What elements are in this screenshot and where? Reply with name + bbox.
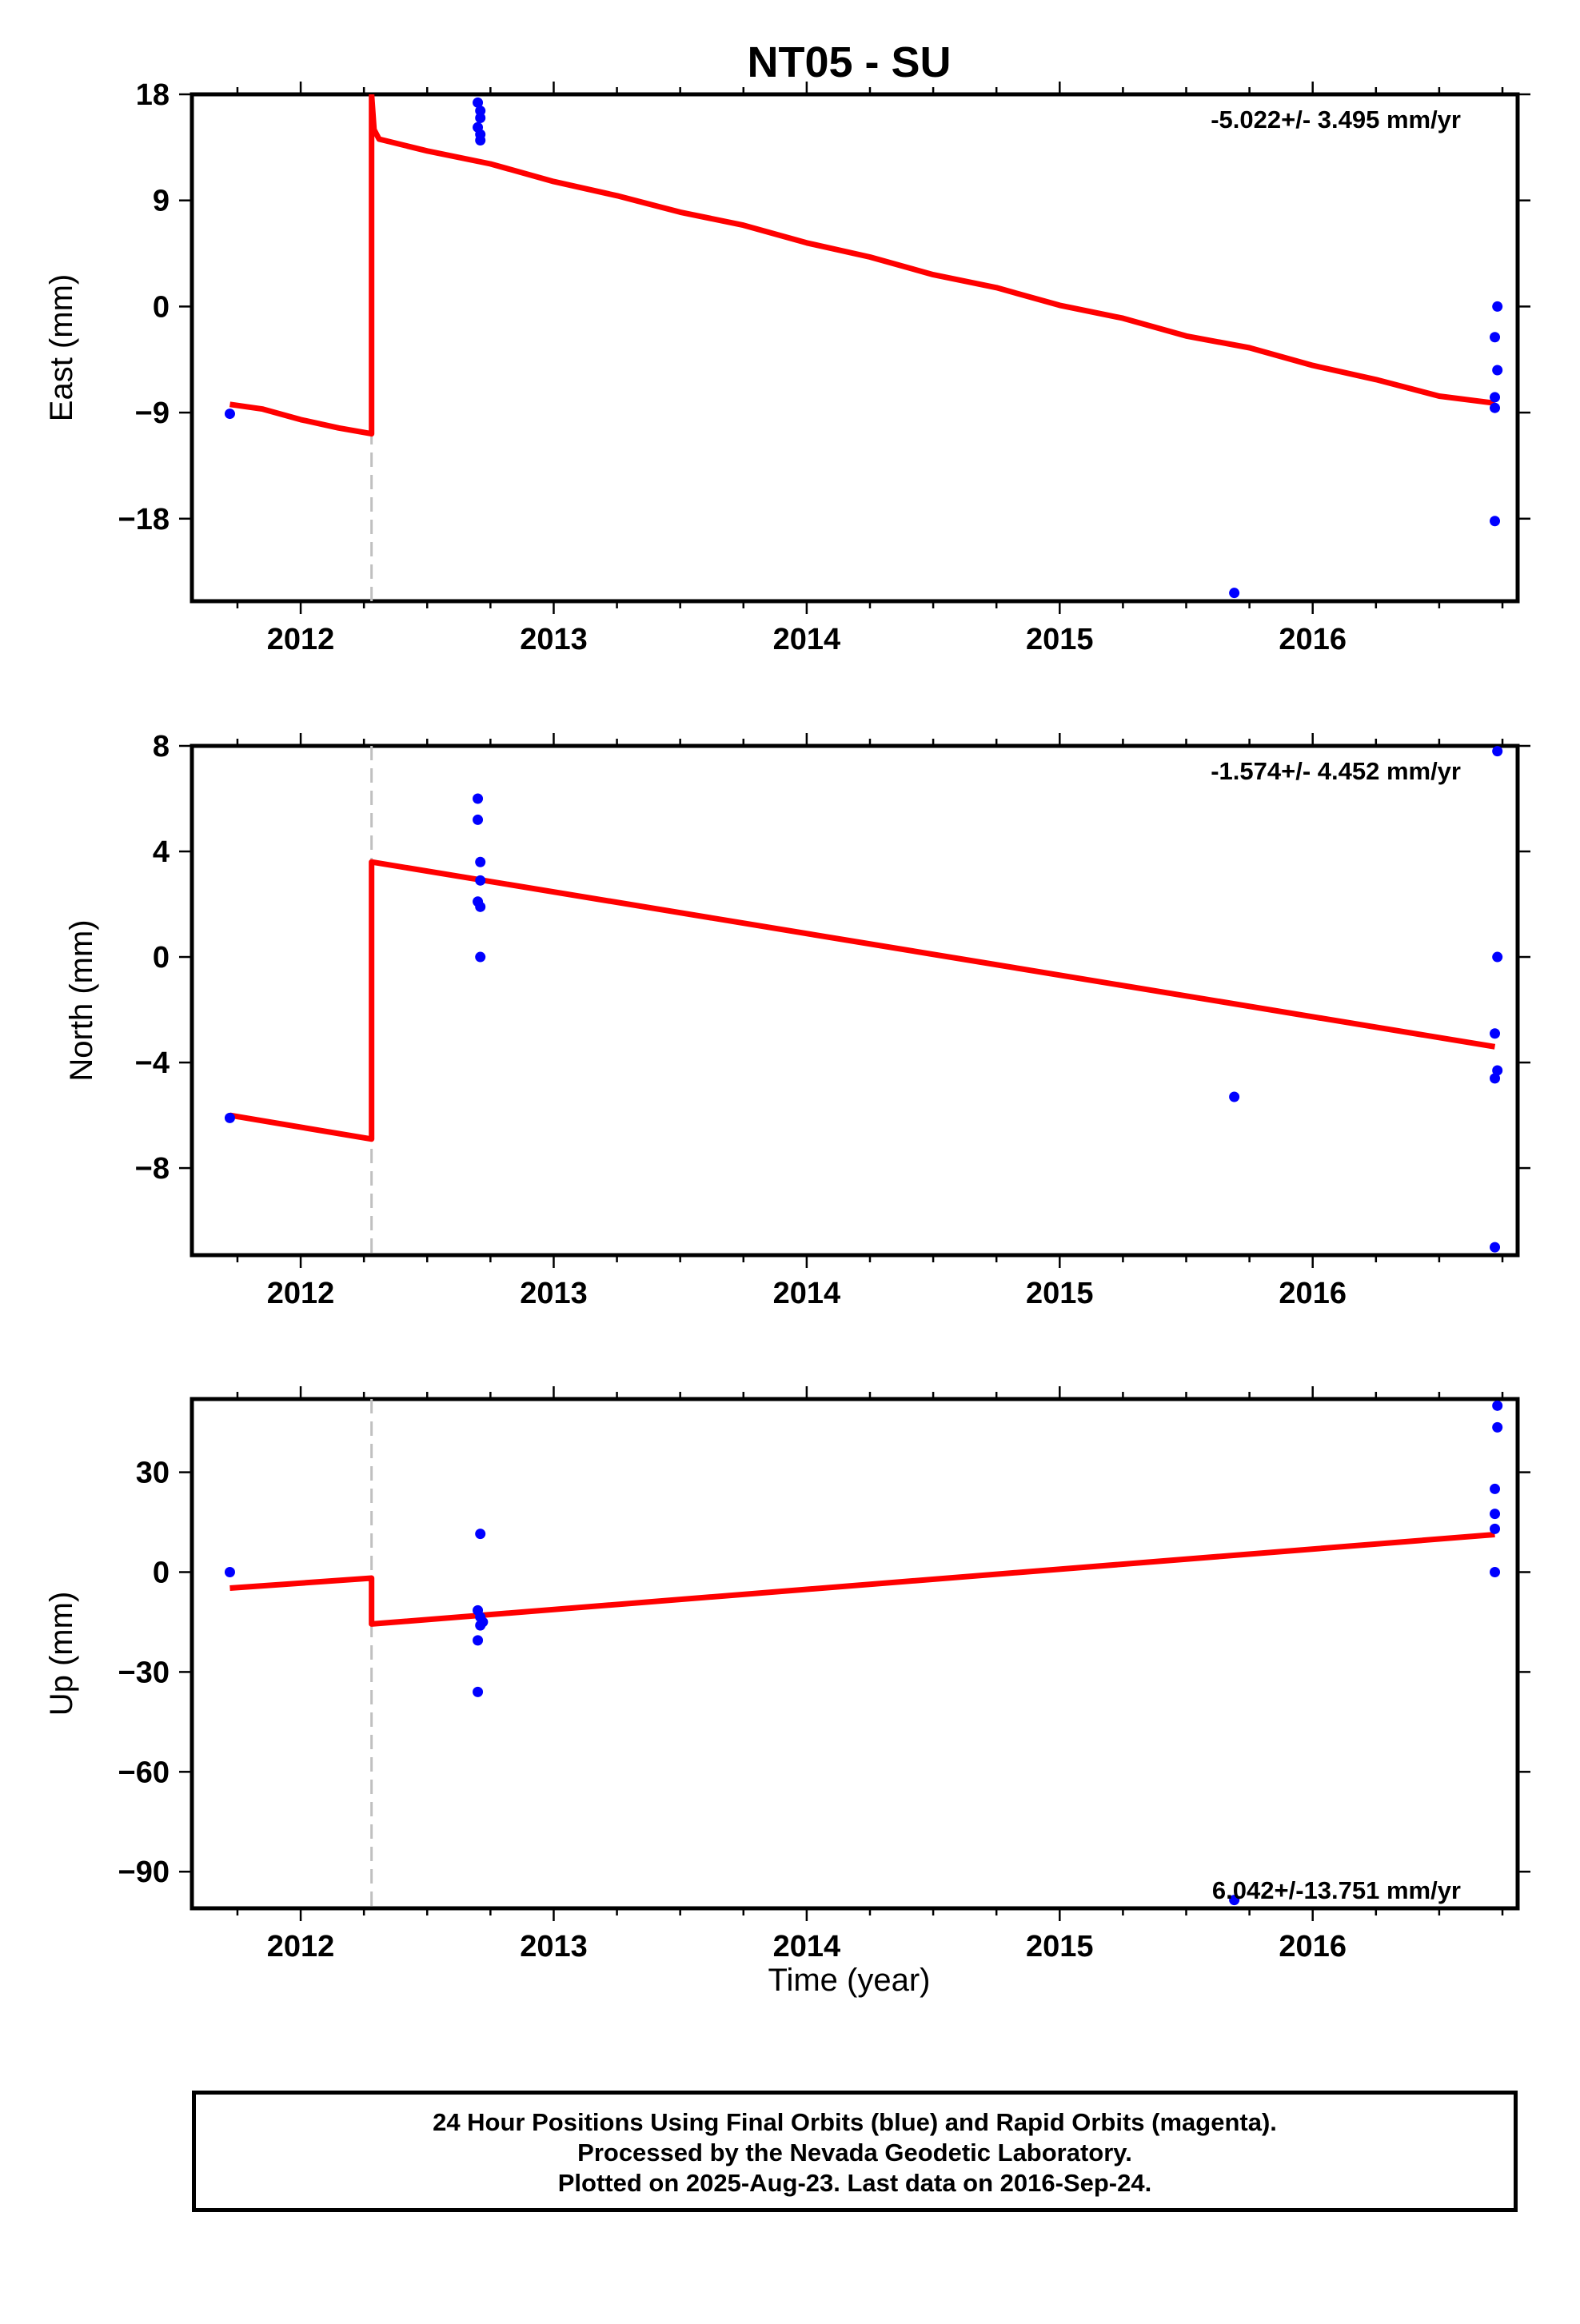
data-point <box>1490 1566 1501 1577</box>
data-point <box>1492 951 1503 963</box>
data-point <box>475 135 486 146</box>
rate-label: -5.022+/- 3.495 mm/yr <box>1211 106 1461 134</box>
y-axis-label: East (mm) <box>44 274 79 421</box>
rate-label: -1.574+/- 4.452 mm/yr <box>1211 757 1461 785</box>
caption-line-3: Plotted on 2025-Aug-23. Last data on 201… <box>557 2169 1152 2197</box>
x-tick-label: 2013 <box>520 1277 588 1310</box>
data-point <box>473 1635 484 1646</box>
model-fit-line <box>229 1532 1495 1627</box>
data-point <box>1492 365 1503 376</box>
data-point <box>473 814 484 825</box>
y-tick-label: −90 <box>118 1856 170 1889</box>
panel-up: 2012 2013 2014 2015 2016 −90 −60 −30 0 30 Up (mm) 6… <box>44 1386 1530 1963</box>
y-tick-label: 4 <box>153 835 170 869</box>
panel-north: 2012 2013 2014 2015 2016 −8 −4 0 4 8 North (mm) -1.… <box>64 730 1530 1310</box>
data-point <box>473 97 484 108</box>
data-point <box>475 1529 486 1540</box>
x-tick-label: 2012 <box>267 1277 335 1310</box>
data-point <box>1492 746 1503 757</box>
y-tick-label: −4 <box>135 1046 170 1080</box>
y-tick-label: 18 <box>136 78 170 112</box>
data-point <box>1229 1091 1240 1102</box>
y-tick-label: 30 <box>136 1457 170 1490</box>
x-tick-label: 2015 <box>1026 1277 1094 1310</box>
caption-line-2: Processed by the Nevada Geodetic Laborat… <box>577 2139 1132 2167</box>
data-point <box>1490 516 1501 527</box>
data-point <box>1492 1421 1503 1433</box>
data-point <box>224 1112 235 1123</box>
y-tick-label: −18 <box>118 503 170 536</box>
data-point <box>473 1686 484 1697</box>
y-tick-label: 0 <box>153 941 170 975</box>
x-tick-label: 2012 <box>267 623 335 656</box>
y-tick-label: −30 <box>118 1656 170 1689</box>
x-tick-label: 2014 <box>773 623 841 656</box>
y-tick-label: 0 <box>153 290 170 324</box>
x-tick-label: 2016 <box>1279 1930 1347 1963</box>
x-tick-label: 2013 <box>520 1930 588 1963</box>
rate-label: 6.042+/-13.751 mm/yr <box>1212 1876 1461 1904</box>
caption-line-1: 24 Hour Positions Using Final Orbits (bl… <box>433 2108 1277 2136</box>
y-axis-label: Up (mm) <box>44 1592 79 1716</box>
data-point <box>1229 588 1240 599</box>
plot-frame <box>190 92 1520 604</box>
x-tick-label: 2013 <box>520 623 588 656</box>
chart-title: NT05 - SU <box>747 38 951 86</box>
data-point <box>1490 1028 1501 1039</box>
plot-frame <box>190 1397 1520 1911</box>
y-tick-label: 8 <box>153 730 170 763</box>
y-axis-label: North (mm) <box>64 919 99 1081</box>
x-tick-label: 2015 <box>1026 1930 1094 1963</box>
plot-area <box>224 746 1503 1253</box>
data-point <box>475 112 486 123</box>
x-tick-label: 2016 <box>1279 1277 1347 1310</box>
plot-area <box>224 94 1503 599</box>
data-point <box>1492 1065 1503 1076</box>
model-fit-line <box>229 94 1495 437</box>
data-point <box>475 951 486 963</box>
data-point <box>1490 392 1501 403</box>
data-point <box>475 875 486 886</box>
data-point <box>1490 332 1501 343</box>
x-tick-label: 2014 <box>773 1930 841 1963</box>
x-tick-label: 2015 <box>1026 623 1094 656</box>
y-tick-label: −9 <box>135 397 170 430</box>
y-tick-label: −8 <box>135 1152 170 1186</box>
plot-frame <box>190 743 1520 1258</box>
y-tick-label: 9 <box>153 185 170 218</box>
data-point <box>473 793 484 804</box>
data-point <box>475 901 486 912</box>
data-point <box>1490 1073 1501 1084</box>
data-point <box>1490 1483 1501 1494</box>
data-point <box>1490 402 1501 413</box>
data-point <box>475 1620 486 1631</box>
data-point <box>1229 1895 1240 1906</box>
x-tick-label: 2014 <box>773 1277 841 1310</box>
data-point <box>1490 1242 1501 1253</box>
data-point <box>1492 1400 1503 1411</box>
panel-east: 2012 2013 2014 2015 2016 −18 −9 0 9 18 East (mm) -5… <box>44 78 1530 656</box>
data-point <box>1492 301 1503 312</box>
data-point <box>475 856 486 867</box>
data-point <box>224 1566 235 1577</box>
model-fit-line <box>229 859 1496 1142</box>
data-point <box>1490 1509 1501 1520</box>
caption-box: 24 Hour Positions Using Final Orbits (bl… <box>192 2091 1518 2212</box>
data-point <box>1490 1523 1501 1534</box>
x-axis-label: Time (year) <box>768 1963 931 1998</box>
x-tick-label: 2016 <box>1279 623 1347 656</box>
data-point <box>224 409 235 420</box>
y-tick-label: −60 <box>118 1756 170 1789</box>
plot-area <box>224 1400 1503 1906</box>
x-tick-label: 2012 <box>267 1930 335 1963</box>
y-tick-label: 0 <box>153 1556 170 1589</box>
